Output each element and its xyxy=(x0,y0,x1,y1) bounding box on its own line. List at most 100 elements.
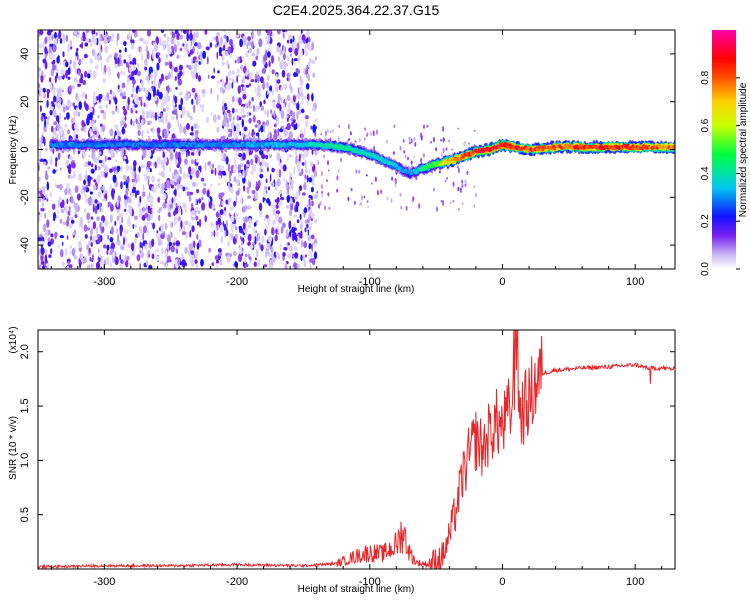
noise-speckle xyxy=(186,123,190,130)
noise-speckle xyxy=(139,241,142,249)
noise-speckle xyxy=(288,154,293,158)
noise-speckle xyxy=(234,211,238,220)
noise-speckle xyxy=(109,168,113,173)
noise-speckle xyxy=(175,242,180,246)
noise-speckle xyxy=(48,46,52,56)
noise-speckle xyxy=(346,139,349,144)
noise-speckle xyxy=(279,162,283,170)
noise-speckle xyxy=(67,215,70,222)
noise-speckle xyxy=(297,108,302,115)
noise-speckle xyxy=(194,61,198,70)
noise-speckle xyxy=(39,30,44,35)
x-tick-label: -200 xyxy=(226,276,248,288)
noise-speckle xyxy=(423,124,425,129)
noise-speckle xyxy=(76,47,79,52)
noise-speckle xyxy=(283,45,286,54)
noise-speckle xyxy=(451,148,454,151)
noise-speckle xyxy=(271,227,275,236)
noise-speckle xyxy=(157,182,161,189)
noise-speckle xyxy=(445,147,448,151)
noise-speckle xyxy=(278,128,284,132)
noise-speckle xyxy=(87,69,93,75)
noise-speckle xyxy=(232,115,235,121)
noise-speckle xyxy=(279,49,283,54)
noise-speckle xyxy=(78,69,80,77)
noise-speckle xyxy=(179,261,183,266)
noise-speckle xyxy=(400,205,403,210)
noise-speckle xyxy=(177,216,181,222)
noise-speckle xyxy=(184,158,188,165)
noise-speckle xyxy=(241,56,244,61)
noise-speckle xyxy=(309,201,313,206)
noise-speckle xyxy=(227,182,231,189)
noise-speckle xyxy=(81,41,84,50)
noise-speckle xyxy=(306,230,309,237)
noise-speckle xyxy=(47,166,50,170)
noise-speckle xyxy=(130,93,134,98)
noise-speckle xyxy=(291,226,296,234)
noise-speckle xyxy=(327,169,330,172)
x-tick-label: 100 xyxy=(626,276,644,288)
noise-speckle xyxy=(89,58,93,65)
noise-speckle xyxy=(156,156,161,165)
noise-speckle xyxy=(260,76,264,84)
noise-speckle xyxy=(288,102,291,110)
noise-speckle xyxy=(293,262,297,269)
noise-speckle xyxy=(285,114,288,119)
noise-speckle xyxy=(121,246,125,250)
noise-speckle xyxy=(68,264,73,269)
noise-speckle xyxy=(198,165,201,171)
noise-speckle xyxy=(296,69,301,74)
noise-speckle xyxy=(124,229,129,235)
noise-speckle xyxy=(347,123,350,130)
noise-speckle xyxy=(249,244,254,249)
noise-speckle xyxy=(258,202,263,211)
noise-speckle xyxy=(58,129,63,135)
noise-speckle xyxy=(178,192,181,199)
noise-speckle xyxy=(127,34,129,41)
noise-speckle xyxy=(195,72,198,80)
noise-speckle xyxy=(370,182,373,185)
noise-speckle xyxy=(67,261,70,266)
noise-speckle xyxy=(266,243,271,250)
noise-speckle xyxy=(293,214,298,218)
noise-speckle xyxy=(99,96,101,103)
y-tick-label: 0 xyxy=(19,146,31,152)
noise-speckle xyxy=(229,178,231,182)
noise-speckle xyxy=(201,196,204,200)
noise-speckle xyxy=(158,209,161,214)
noise-speckle xyxy=(156,62,160,71)
noise-speckle xyxy=(305,254,307,258)
noise-speckle xyxy=(266,74,270,81)
noise-speckle xyxy=(288,78,291,83)
noise-speckle xyxy=(195,262,199,269)
noise-speckle xyxy=(283,246,288,251)
noise-speckle xyxy=(51,35,54,41)
noise-speckle xyxy=(190,152,195,156)
noise-speckle xyxy=(163,95,168,105)
noise-speckle xyxy=(227,46,232,54)
noise-speckle xyxy=(158,57,161,64)
noise-speckle xyxy=(306,30,310,38)
noise-speckle xyxy=(153,75,157,85)
noise-speckle xyxy=(175,248,179,255)
noise-speckle xyxy=(139,209,143,218)
noise-speckle xyxy=(78,257,83,266)
noise-speckle xyxy=(88,154,91,159)
noise-speckle xyxy=(250,170,255,176)
noise-speckle xyxy=(98,40,101,50)
noise-speckle xyxy=(448,139,451,143)
noise-speckle xyxy=(130,192,135,197)
noise-speckle xyxy=(265,50,267,56)
ridge-core xyxy=(448,160,453,164)
ridge-core xyxy=(599,144,603,148)
noise-speckle xyxy=(214,255,219,260)
noise-speckle xyxy=(276,178,281,187)
noise-speckle xyxy=(63,106,66,113)
noise-speckle xyxy=(123,91,126,97)
noise-speckle xyxy=(89,235,93,241)
noise-speckle xyxy=(121,126,125,135)
noise-speckle xyxy=(195,31,199,39)
noise-speckle xyxy=(109,237,114,243)
noise-speckle xyxy=(85,38,90,42)
